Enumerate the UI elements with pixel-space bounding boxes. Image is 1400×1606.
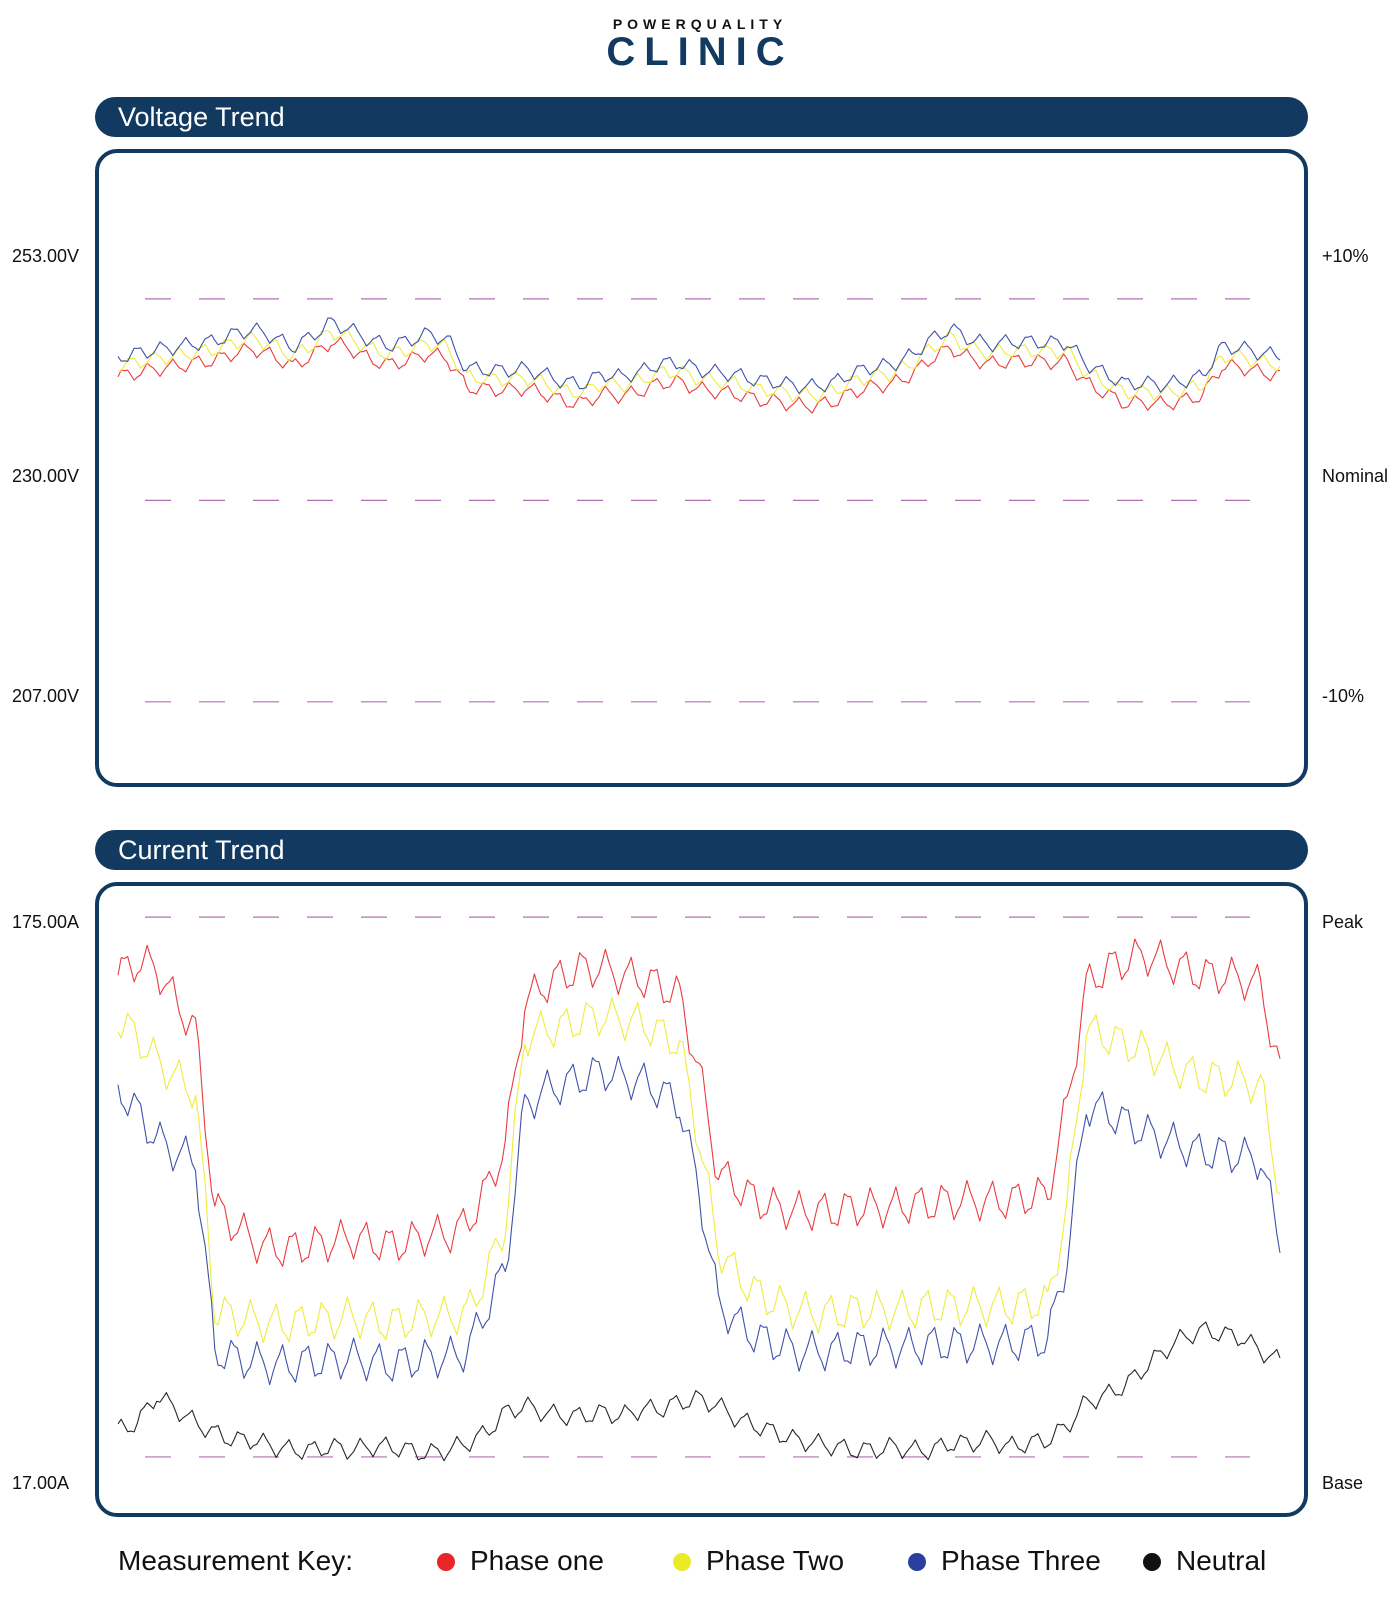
current-chart-panel bbox=[95, 882, 1308, 1517]
legend-marker-neutral bbox=[1143, 1553, 1161, 1571]
voltage-section-header: Voltage Trend bbox=[95, 97, 1308, 137]
current-series-phase-two bbox=[117, 997, 1281, 1344]
brand-tagline: POWERQUALITY bbox=[612, 16, 788, 32]
voltage-ref-label-upper: 253.00V bbox=[12, 246, 80, 266]
legend-item-phase-one: Phase one bbox=[470, 1545, 604, 1576]
voltage-ref-label-lower-right: -10% bbox=[1322, 686, 1365, 706]
voltage-ref-label-lower: 207.00V bbox=[12, 686, 80, 706]
legend-item-phase-two: Phase Two bbox=[706, 1545, 845, 1576]
current-series-phase-one bbox=[117, 938, 1281, 1267]
current-ref-label-base: 17.00A bbox=[12, 1473, 70, 1493]
current-series-phase-three bbox=[117, 1055, 1281, 1386]
voltage-series-phase-two bbox=[117, 328, 1281, 403]
legend-marker-phase-two bbox=[673, 1553, 691, 1571]
current-ref-label-base-right: Base bbox=[1322, 1473, 1364, 1493]
current-series-neutral bbox=[117, 1321, 1281, 1462]
legend-title: Measurement Key: bbox=[118, 1545, 353, 1576]
voltage-chart-title: Voltage Trend bbox=[118, 102, 285, 132]
brand-logo: CLINIC bbox=[606, 30, 794, 74]
current-section-header: Current Trend bbox=[95, 830, 1308, 870]
voltage-chart-panel bbox=[95, 149, 1308, 787]
voltage-series-phase-one bbox=[117, 336, 1281, 414]
legend-item-neutral: Neutral bbox=[1176, 1545, 1267, 1576]
current-ref-label-peak-right: Peak bbox=[1322, 912, 1364, 932]
current-ref-label-peak: 175.00A bbox=[12, 912, 80, 932]
current-chart-title: Current Trend bbox=[118, 835, 285, 865]
legend-marker-phase-one bbox=[437, 1553, 455, 1571]
voltage-ref-label-upper-right: +10% bbox=[1322, 246, 1369, 266]
legend-marker-phase-three bbox=[908, 1553, 926, 1571]
voltage-series-phase-three bbox=[117, 317, 1281, 395]
legend-item-phase-three: Phase Three bbox=[941, 1545, 1101, 1576]
voltage-ref-label-nominal-right: Nominal bbox=[1322, 466, 1389, 486]
voltage-ref-label-nominal: 230.00V bbox=[12, 466, 80, 486]
